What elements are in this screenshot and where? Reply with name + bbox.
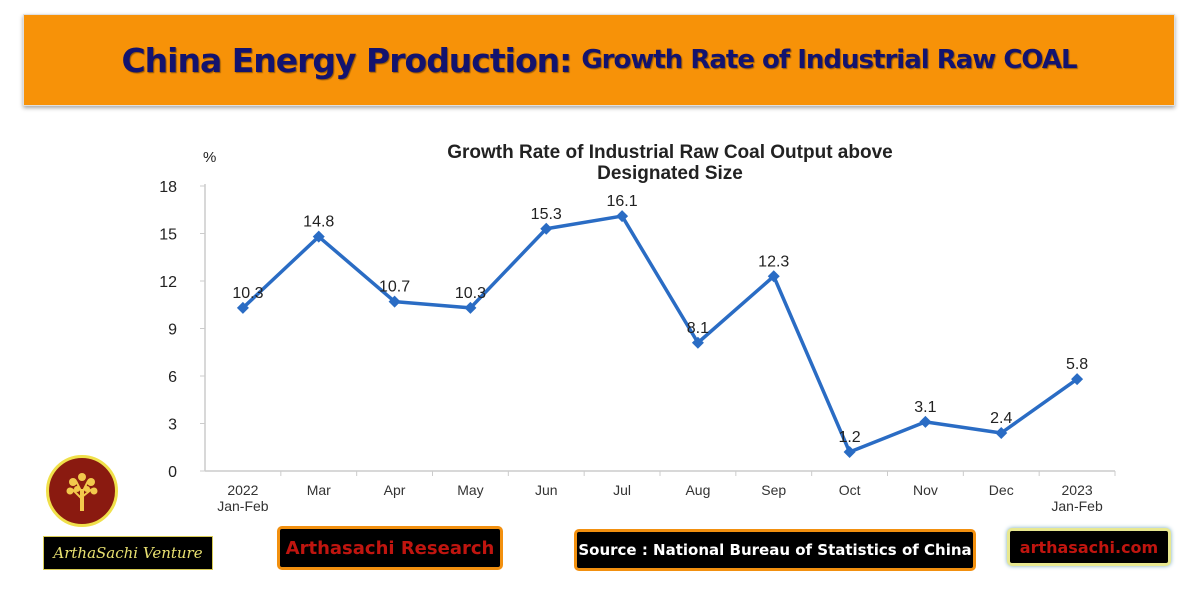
- data-point: [236, 301, 249, 314]
- data-label: 10.3: [232, 285, 263, 302]
- data-label: 5.8: [1066, 356, 1088, 373]
- arthasachi-logo: [46, 455, 118, 527]
- x-tick-label: May: [457, 482, 483, 498]
- x-tick-label: Dec: [989, 482, 1014, 498]
- data-point: [464, 301, 477, 314]
- data-label: 3.1: [914, 399, 936, 416]
- x-tick-label: Oct: [839, 482, 861, 498]
- y-tick-label: 9: [168, 322, 177, 339]
- x-tick-label: Mar: [307, 482, 331, 498]
- y-tick-label: 6: [168, 369, 177, 386]
- y-tick-label: 0: [168, 464, 177, 481]
- y-tick-label: 3: [168, 417, 177, 434]
- x-tick-label: Nov: [913, 482, 938, 498]
- data-label: 15.3: [531, 206, 562, 223]
- data-label: 10.3: [455, 285, 486, 302]
- data-label: 10.7: [379, 279, 410, 296]
- data-point: [919, 415, 932, 428]
- data-point: [1071, 373, 1084, 386]
- y-tick-label: 15: [159, 227, 177, 244]
- y-tick-label: 18: [159, 179, 177, 196]
- x-tick-label: Jul: [613, 482, 631, 498]
- banner-title-main: China Energy Production:: [121, 40, 572, 80]
- x-tick-label: Aug: [685, 482, 710, 498]
- tree-icon: [66, 473, 98, 511]
- y-axis-label: %: [203, 149, 216, 166]
- y-tick-label: 12: [159, 274, 177, 291]
- banner-title-sub: Growth Rate of Industrial Raw COAL: [581, 45, 1077, 75]
- data-label: 1.2: [838, 429, 860, 446]
- data-point: [312, 230, 325, 243]
- data-label: 16.1: [607, 193, 638, 210]
- title-banner: China Energy Production: Growth Rate of …: [23, 14, 1175, 106]
- x-tick-label: Apr: [384, 482, 406, 498]
- venture-label: ArthaSachi Venture: [43, 536, 213, 570]
- chart-title-line-2: Designated Size: [597, 163, 743, 184]
- data-point: [388, 295, 401, 308]
- data-point: [691, 336, 704, 349]
- data-label: 14.8: [303, 214, 334, 231]
- x-tick-label: 2022: [227, 482, 258, 498]
- data-point: [995, 427, 1008, 439]
- x-tick-label: 2023: [1062, 482, 1093, 498]
- research-label: Arthasachi Research: [277, 526, 503, 570]
- data-point: [540, 222, 553, 235]
- website-link[interactable]: arthasachi.com: [1007, 528, 1171, 566]
- chart-title-line-1: Growth Rate of Industrial Raw Coal Outpu…: [447, 142, 892, 163]
- data-point: [616, 210, 629, 223]
- x-tick-label: Sep: [761, 482, 786, 498]
- x-tick-label: Jan-Feb: [217, 498, 269, 514]
- data-label: 8.1: [687, 320, 709, 337]
- data-label: 2.4: [990, 410, 1012, 427]
- source-label: Source : National Bureau of Statistics o…: [574, 529, 976, 571]
- data-point: [767, 270, 780, 283]
- x-tick-label: Jan-Feb: [1051, 498, 1103, 514]
- series-line: [241, 214, 1079, 454]
- x-tick-label: Jun: [535, 482, 558, 498]
- data-point: [843, 446, 856, 458]
- data-label: 12.3: [758, 253, 789, 270]
